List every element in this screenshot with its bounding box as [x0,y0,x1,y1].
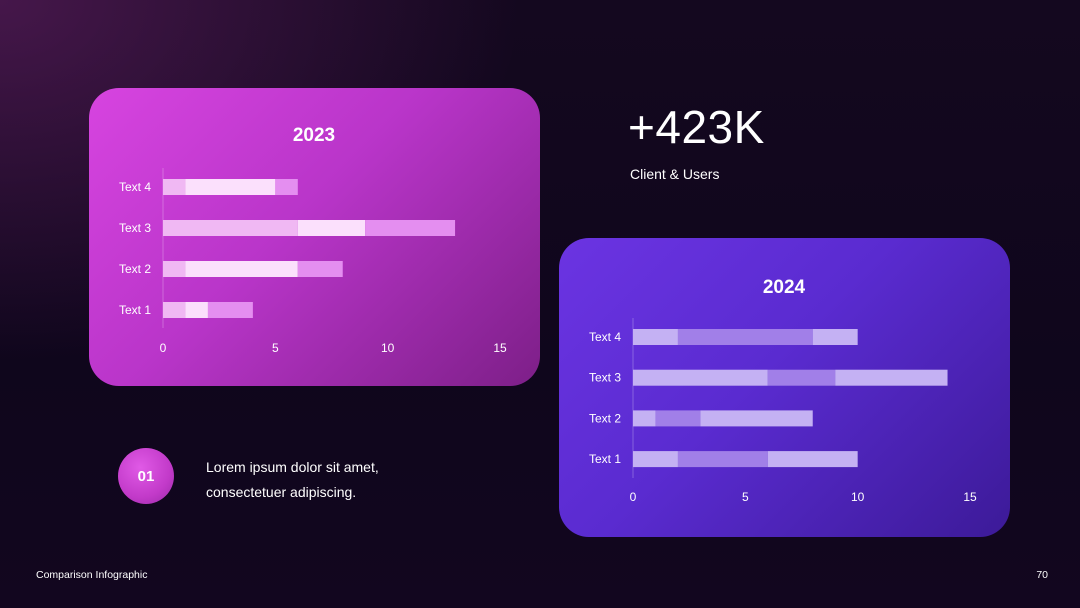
bar-2023-text-3-segment-3 [365,220,456,236]
footer-title: Comparison Infographic [36,569,148,581]
category-label-2024-3: Text 2 [589,411,621,425]
bar-2024-text-3-segment-2 [767,369,836,386]
x-tick-label-2023-0: 0 [160,341,167,355]
category-label-2023-3: Text 2 [119,262,151,276]
bar-2023-text-3-segment-2 [297,220,366,236]
bar-2024-text-4-segment-2 [677,329,813,345]
bar-2024-text-1-segment-2 [677,451,768,468]
bar-chart-2023: 2023 Text 4 Text 3 Text 2 Text 1 0 5 10 15 [119,125,507,355]
chart-card-2024: 2024 Text 4 Text 3 Text 2 Text 1 0 5 10 15 [559,238,1010,537]
category-label-2024-4: Text 1 [589,452,621,466]
step-text-line-2: consectetuer adipiscing. [206,484,357,500]
x-tick-label-2024-0: 0 [630,490,637,504]
category-label-2023-2: Text 3 [119,221,151,235]
step-number: 01 [137,467,155,485]
bar-2024-text-3-segment-3 [835,369,948,386]
chart-card-2023: 2023 Text 4 Text 3 Text 2 Text 1 0 5 10 15 [89,88,540,386]
x-tick-label-2023-1: 5 [272,341,279,355]
x-tick-label-2023-3: 15 [493,341,507,355]
bar-2023-text-2-segment-3 [297,261,343,277]
x-tick-label-2024-3: 15 [963,490,977,504]
bar-2023-text-4-segment-3 [275,179,298,195]
bar-2024-text-2-segment-2 [655,410,701,427]
step-number-badge: 01 [118,448,174,504]
x-tick-label-2024-2: 10 [851,490,865,504]
bar-2023-text-2-segment-1 [163,261,186,277]
bar-2023-text-4-segment-1 [163,179,186,195]
category-label-2024-1: Text 4 [589,330,621,344]
page-number: 70 [1036,569,1048,581]
bar-2024-text-1-segment-3 [767,451,858,468]
bar-2023-text-4-segment-2 [185,179,276,195]
bar-2024-text-4-segment-3 [812,329,858,345]
bar-2024-text-4-segment-1 [633,329,678,345]
step-text-line-1: Lorem ipsum dolor sit amet, [206,459,379,475]
bar-2024-text-2-segment-1 [633,410,656,427]
bar-2023-text-1-segment-3 [207,302,253,318]
bar-2024-text-1-segment-1 [633,451,678,468]
bar-2023-text-1-segment-1 [163,302,186,318]
stat-caption: Client & Users [630,166,720,182]
chart-title-2023: 2023 [293,125,335,146]
x-tick-label-2024-1: 5 [742,490,749,504]
x-tick-label-2023-2: 10 [381,341,395,355]
category-label-2024-2: Text 3 [589,371,621,385]
bar-2023-text-1-segment-2 [185,302,208,318]
category-label-2023-4: Text 1 [119,303,151,317]
chart-title-2024: 2024 [763,277,806,298]
category-label-2023-1: Text 4 [119,180,151,194]
bar-2024-text-3-segment-1 [633,369,768,386]
stat-value: +423K [628,101,765,153]
bar-2024-text-2-segment-3 [700,410,813,427]
step-text: Lorem ipsum dolor sit amet, consectetuer… [206,455,379,505]
bar-2023-text-3-segment-1 [163,220,298,236]
bar-2023-text-2-segment-2 [185,261,298,277]
bar-chart-2024: 2024 Text 4 Text 3 Text 2 Text 1 0 5 10 15 [589,277,977,504]
